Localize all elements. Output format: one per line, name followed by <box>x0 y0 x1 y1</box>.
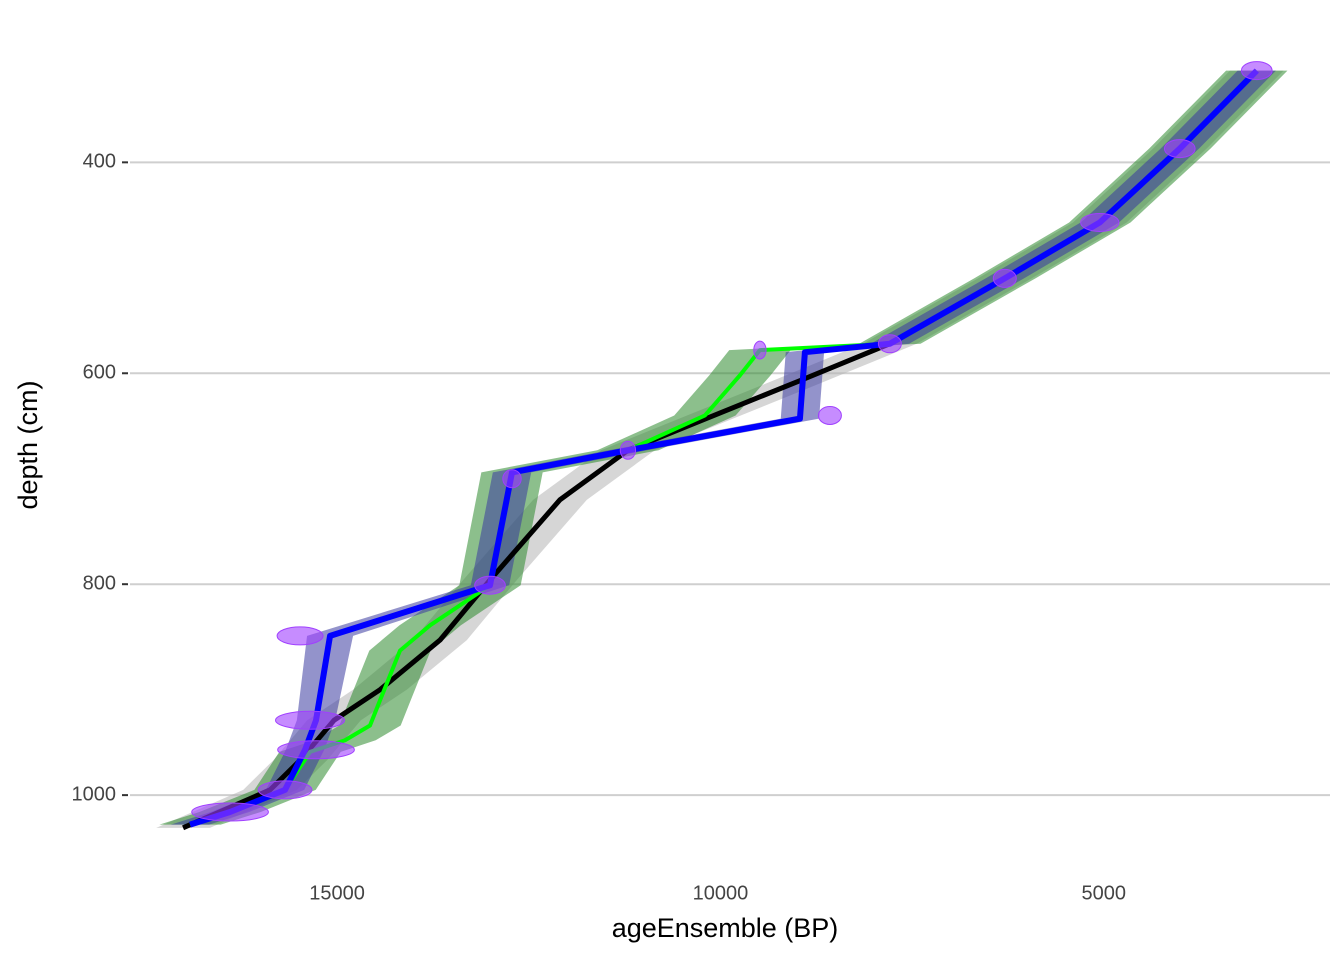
date-distribution <box>877 334 902 354</box>
date-distribution <box>275 710 346 730</box>
median-line <box>189 68 1259 828</box>
date-distribution <box>474 575 506 595</box>
x-tick-label: 10000 <box>693 882 749 904</box>
y-tick-label: 600 <box>83 362 116 384</box>
y-axis-label: depth (cm) <box>13 380 43 509</box>
y-tick-label: 800 <box>83 572 116 594</box>
x-tick-label: 5000 <box>1082 882 1127 904</box>
date-distribution <box>753 340 767 360</box>
date-distribution <box>1240 61 1273 81</box>
date-distribution <box>817 405 842 425</box>
date-distribution <box>1080 212 1120 232</box>
uncertainty-band <box>170 70 1276 825</box>
date-distribution <box>257 780 313 800</box>
date-distribution <box>1163 139 1196 159</box>
x-axis-label: ageEnsemble (BP) <box>612 913 839 943</box>
date-distribution <box>276 626 324 646</box>
date-distribution <box>191 802 269 822</box>
date-distribution <box>277 740 355 760</box>
date-distribution <box>502 469 522 489</box>
date-distribution <box>992 268 1017 288</box>
x-tick-label: 15000 <box>309 882 365 904</box>
y-tick-label: 1000 <box>72 783 117 805</box>
median-line <box>182 68 1259 831</box>
y-tick-label: 400 <box>83 151 116 173</box>
date-distribution <box>619 440 637 460</box>
